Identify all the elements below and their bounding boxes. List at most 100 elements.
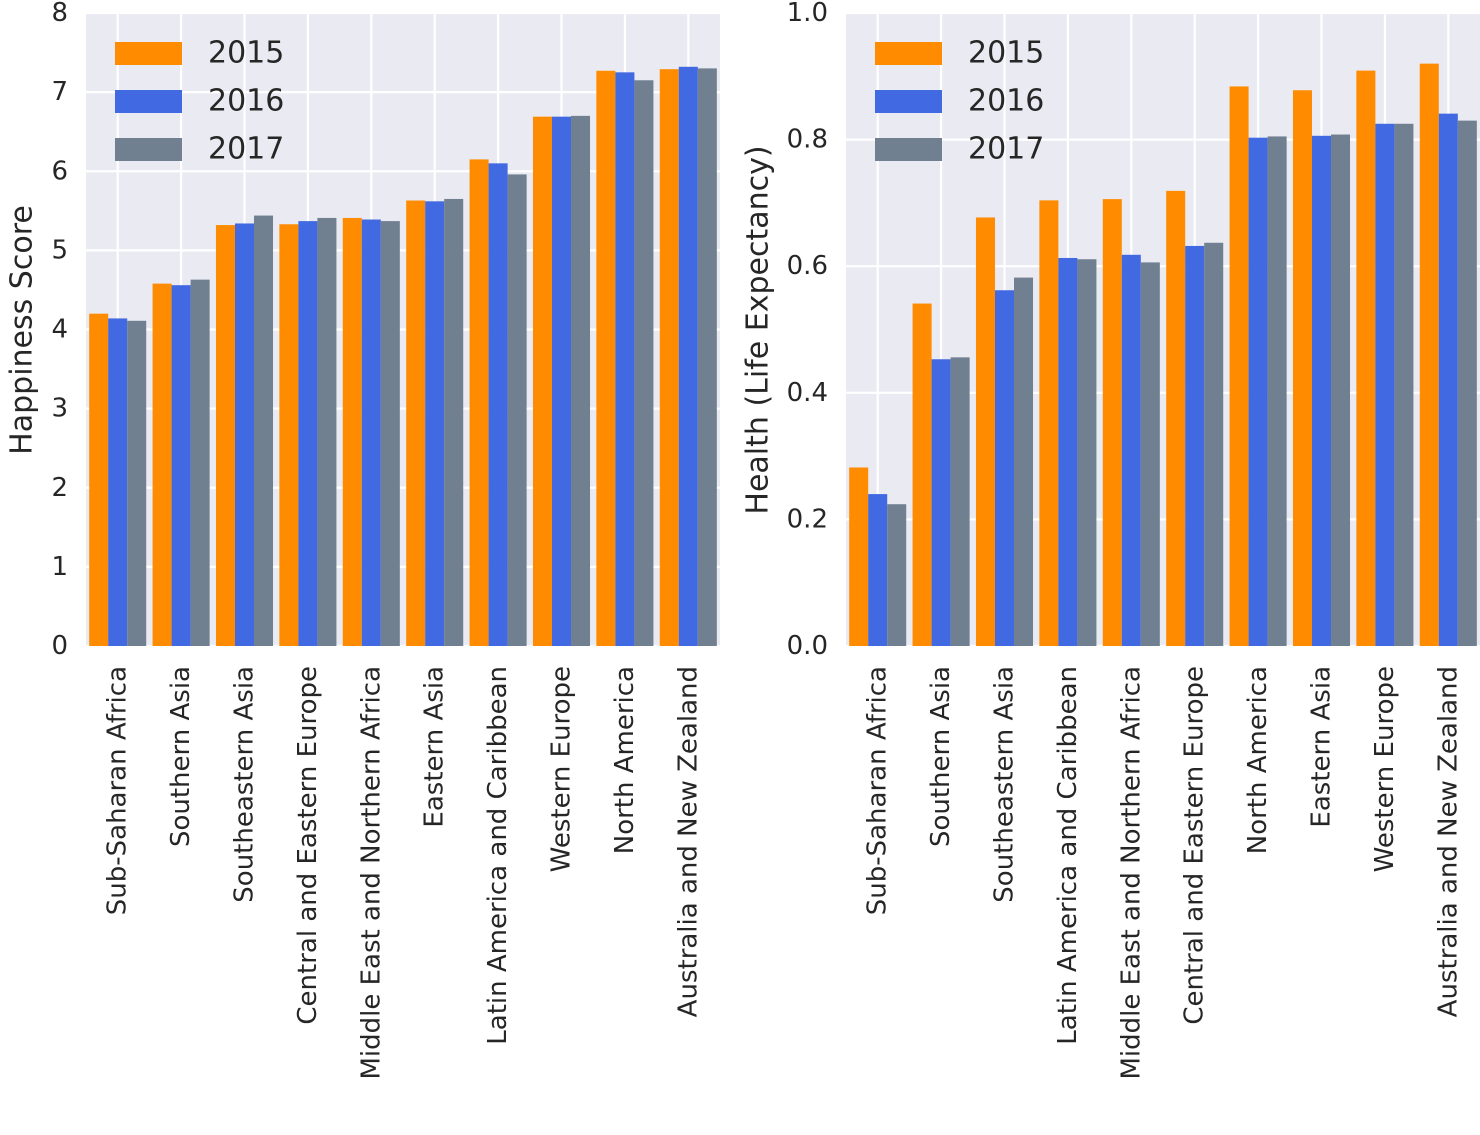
bar [1248, 137, 1268, 647]
bar [1077, 259, 1097, 646]
series-2015 [89, 69, 679, 647]
y-axis-title: Health (Life Expectancy) [741, 145, 776, 514]
bar [950, 357, 970, 646]
bar [868, 494, 888, 646]
bar [1419, 63, 1439, 646]
x-tick-label: Latin America and Caribbean [1053, 666, 1083, 1045]
x-tick-label: Latin America and Caribbean [483, 666, 513, 1045]
bar [1331, 134, 1351, 646]
y-tick-label: 3 [51, 394, 68, 424]
bar [1058, 257, 1078, 646]
x-tick-labels: Sub-Saharan Africa Southern Asia Southeast… [863, 666, 1464, 1080]
bar [89, 313, 109, 646]
bar [596, 70, 616, 647]
bar [1121, 254, 1141, 646]
legend-label: 2017 [968, 132, 1044, 167]
bar [469, 159, 489, 646]
series-2016 [868, 113, 1458, 647]
bar [659, 69, 679, 646]
bar [1311, 135, 1332, 646]
bar [127, 320, 147, 646]
bar [190, 279, 210, 646]
bar [361, 219, 381, 647]
y-tick-label: 6 [51, 156, 68, 186]
y-tick-label: 1 [51, 552, 68, 582]
y-tick-labels: 0 1 2 3 4 5 6 7 8 [51, 0, 68, 661]
x-tick-label: Western Europe [1370, 666, 1400, 872]
bar [171, 285, 191, 646]
bar [571, 115, 591, 647]
series-2016 [108, 66, 698, 647]
x-tick-label: Western Europe [547, 666, 577, 872]
bar [507, 174, 527, 647]
bar [931, 359, 951, 646]
bar [298, 221, 318, 646]
legend-swatch [875, 138, 942, 161]
bar [254, 215, 274, 646]
legend-swatch [115, 42, 182, 65]
bar [380, 221, 400, 646]
bar [634, 80, 654, 647]
legend-swatch [875, 42, 942, 65]
bar [317, 217, 337, 646]
y-tick-label: 0 [51, 631, 68, 661]
bar [887, 504, 907, 646]
legend-label: 2015 [968, 36, 1044, 71]
x-tick-label: Southeastern Asia [230, 666, 260, 903]
x-tick-label: Central and Eastern Europe [1180, 666, 1210, 1025]
bar [1229, 86, 1249, 647]
bar [1140, 262, 1160, 646]
bar [1292, 90, 1312, 646]
bar [994, 290, 1015, 646]
y-tick-label: 0.2 [787, 504, 828, 534]
y-tick-label: 4 [51, 315, 68, 345]
y-tick-label: 8 [51, 0, 68, 28]
bar [912, 303, 932, 646]
legend-swatch [115, 138, 182, 161]
bar [444, 198, 464, 646]
bar [1166, 190, 1186, 647]
x-tick-label: North America [610, 666, 640, 854]
bar [234, 223, 255, 646]
bar [678, 66, 698, 647]
legend: 2015 2016 2017 [875, 36, 1044, 167]
bars [89, 66, 717, 647]
legend: 2015 2016 2017 [115, 36, 284, 167]
bar [1039, 200, 1059, 647]
bar [152, 283, 172, 646]
bar [1014, 277, 1034, 646]
bar [551, 116, 572, 646]
bar [342, 217, 362, 646]
bar [488, 163, 508, 646]
chart-panel-2: 0.0 0.2 0.4 0.6 0.8 1.0 Sub-Saharan Africa Sout… [741, 0, 1480, 1080]
chart-panel-1: 0 1 2 3 4 5 6 7 8 Sub-Saharan Africa Southern Asia… [5, 0, 720, 1080]
x-tick-labels: Sub-Saharan Africa Southern Asia Southeast… [103, 666, 704, 1080]
legend-label: 2015 [208, 36, 284, 71]
y-tick-label: 0.4 [787, 378, 828, 408]
bar [425, 201, 445, 646]
bar [215, 225, 235, 646]
legend-swatch [115, 90, 182, 113]
x-tick-label: Middle East and Northern Africa [1116, 666, 1146, 1080]
y-tick-label: 0.0 [787, 631, 828, 661]
x-tick-label: Middle East and Northern Africa [356, 666, 386, 1080]
series-2017 [127, 68, 717, 647]
bar [1394, 123, 1414, 646]
x-tick-label: Southern Asia [926, 666, 956, 847]
y-tick-label: 0.6 [787, 251, 828, 281]
bar [1375, 123, 1395, 646]
x-tick-label: Sub-Saharan Africa [103, 666, 133, 915]
bar [532, 116, 552, 646]
x-tick-label: North America [1243, 666, 1273, 854]
y-tick-label: 7 [51, 77, 68, 107]
bar [108, 318, 128, 646]
y-tick-label: 2 [51, 473, 68, 503]
x-tick-label: Eastern Asia [420, 666, 450, 828]
x-tick-label: Southern Asia [166, 666, 196, 847]
bar [1356, 70, 1376, 646]
bars [849, 63, 1477, 647]
x-tick-label: Central and Eastern Europe [293, 666, 323, 1025]
legend-swatch [875, 90, 942, 113]
x-tick-label: Eastern Asia [1307, 666, 1337, 828]
